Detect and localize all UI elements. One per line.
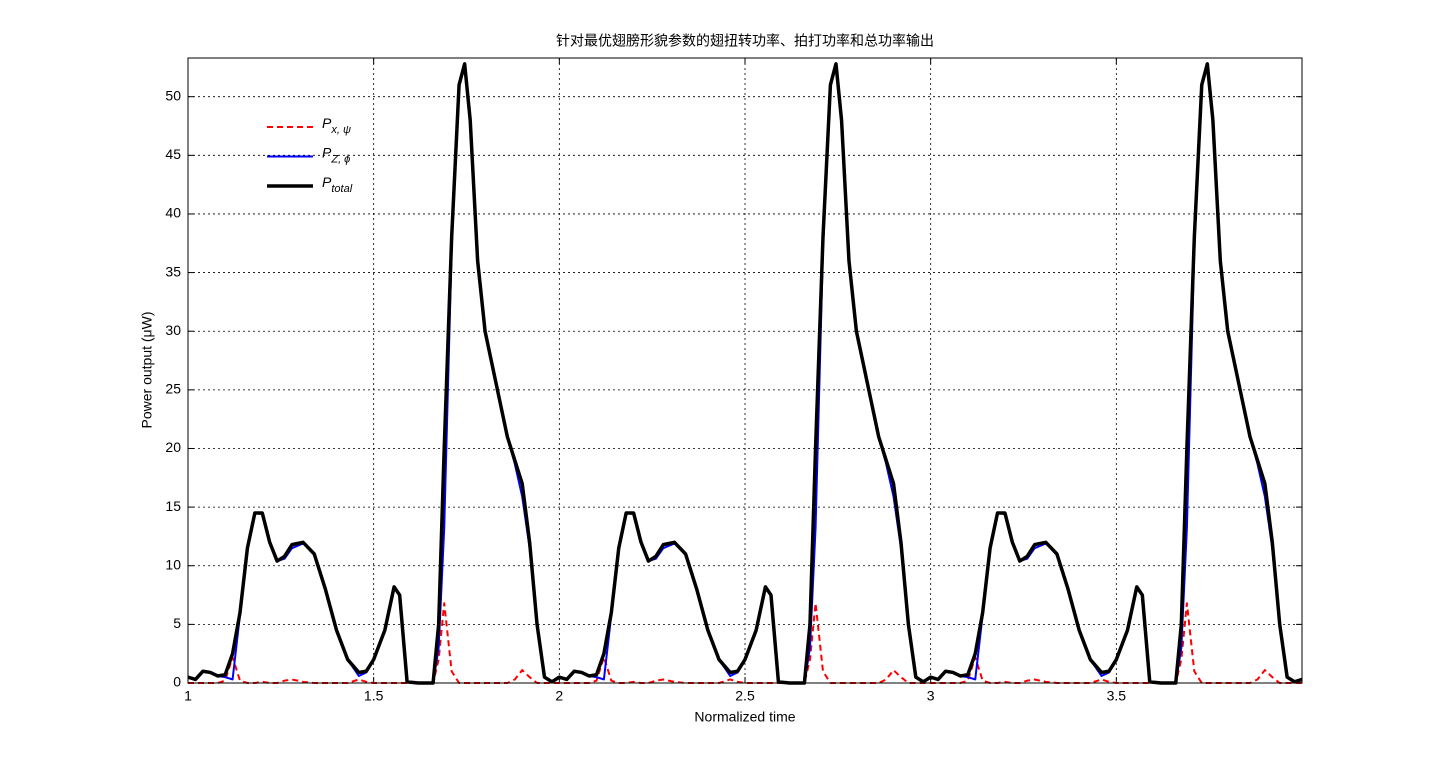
data-line: [187, 62, 1303, 685]
x-tick-label: 1: [184, 688, 192, 704]
x-axis-label: Normalized time: [694, 709, 795, 725]
y-tick-label: 40: [165, 205, 181, 221]
y-tick-label: 35: [165, 263, 181, 279]
chart-title: 针对最优翅膀形貌参数的翅扭转功率、拍打功率和总功率输出: [556, 33, 934, 49]
axes-box: [187, 57, 1303, 684]
y-tick-label: 15: [165, 498, 181, 514]
x-tick-label: 3: [927, 688, 935, 704]
x-tick-label: 2: [555, 688, 563, 704]
y-tick-label: 5: [173, 615, 181, 631]
y-tick-label: 30: [165, 322, 181, 338]
x-tick-label: 2.5: [735, 688, 755, 704]
y-tick-label: 50: [165, 87, 181, 103]
y-axis-label: Power output (μW): [139, 312, 155, 429]
x-tick-label: 1.5: [364, 688, 384, 704]
legend-label: Ptotal: [322, 174, 353, 195]
legend-label: Px, ψ: [322, 115, 351, 136]
x-tick-label: 3.5: [1107, 688, 1127, 704]
legend-label: PZ, ϕ: [322, 144, 350, 165]
y-tick-label: 0: [173, 674, 181, 690]
y-tick-label: 10: [165, 556, 181, 572]
y-tick-label: 45: [165, 146, 181, 162]
y-tick-label: 20: [165, 439, 181, 455]
y-tick-label: 25: [165, 381, 181, 397]
